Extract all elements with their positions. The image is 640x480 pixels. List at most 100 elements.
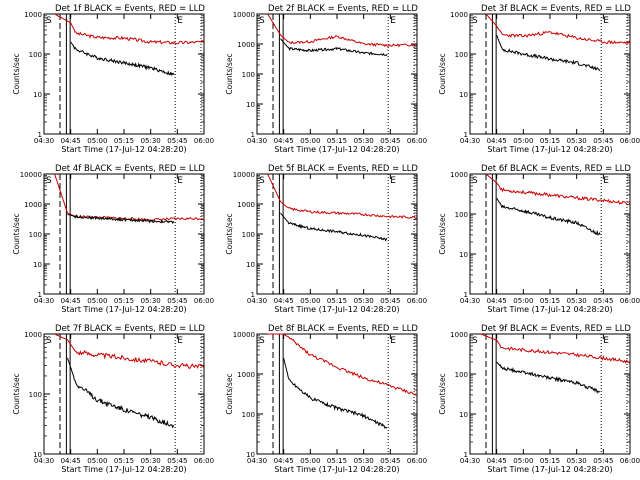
series-line [267,13,418,48]
x-tick-label: 05:30 [141,457,161,465]
y-tick-label: 100 [242,231,255,239]
y-tick-label: 10 [459,91,468,99]
x-tick-label: 06:00 [194,457,214,465]
series-line [496,361,601,394]
x-tick-label: 04:45 [61,297,81,305]
y-tick-label: 10000 [233,11,255,19]
x-tick-label: 06:00 [407,457,427,465]
series-line [283,357,388,429]
start-marker-label: S [259,176,265,186]
panel-title: Det 6f BLACK = Events, RED = LLD [481,164,631,174]
x-tick-label: 06:00 [620,137,640,145]
x-tick-label: 04:45 [61,137,81,145]
panel-title: Det 7f BLACK = Events, RED = LLD [55,324,205,334]
plot-frame [43,173,205,295]
y-tick-label: 100 [242,71,255,79]
end-marker-label: E [603,16,609,26]
x-axis-label: Start Time (17-Jul-12 04:28:20) [61,305,186,314]
x-tick-label: 04:30 [34,297,54,305]
start-marker-label: S [46,16,52,26]
x-tick-label: 04:30 [460,297,480,305]
x-tick-label: 06:00 [620,297,640,305]
x-axis-label: Start Time (17-Jul-12 04:28:20) [274,305,399,314]
x-tick-label: 05:00 [87,457,107,465]
chart-panel-5: Det 5f BLACK = Events, RED = LLD 1 10 100 10… [225,164,427,314]
end-marker-label: E [177,176,183,186]
x-tick-label: 05:00 [300,457,320,465]
chart-panel-8: Det 8f BLACK = Events, RED = LLD 10 100 100… [225,324,427,474]
y-tick-label: 1 [251,131,255,139]
series-line [267,333,417,395]
y-tick-label: 1000 [450,171,468,179]
start-marker-label: S [259,16,265,26]
series-line [280,38,388,56]
x-tick-label: 05:30 [354,297,374,305]
x-tick-label: 05:15 [327,297,347,305]
end-marker-label: E [390,16,396,26]
plot-frame [256,333,418,455]
x-tick-label: 04:45 [274,457,294,465]
series-line [67,357,175,429]
x-axis-label: Start Time (17-Jul-12 04:28:20) [61,145,186,154]
y-axis-label: Counts/sec [225,373,234,414]
x-tick-label: 05:45 [167,457,187,465]
chart-panel-7: Det 7f BLACK = Events, RED = LLD 10 100 100… [12,324,214,474]
x-tick-label: 05:15 [540,137,560,145]
y-tick-label: 1 [464,291,468,299]
y-tick-label: 1000 [24,11,42,19]
series-line [70,41,175,77]
x-tick-label: 05:30 [141,137,161,145]
x-axis-label: Start Time (17-Jul-12 04:28:20) [487,145,612,154]
x-tick-label: 05:15 [540,297,560,305]
x-tick-label: 06:00 [407,137,427,145]
x-tick-label: 05:15 [327,137,347,145]
x-tick-label: 05:30 [567,457,587,465]
series-line [54,333,205,370]
x-tick-label: 06:00 [194,137,214,145]
series-line [480,333,631,364]
y-tick-label: 100 [29,51,42,59]
x-tick-label: 04:30 [460,457,480,465]
chart-panel-1: Det 1f BLACK = Events, RED = LLD 1 10 100 10… [12,4,214,154]
y-tick-label: 10000 [20,171,42,179]
series-line [280,212,388,242]
x-tick-label: 04:30 [247,297,267,305]
x-tick-label: 05:00 [300,297,320,305]
y-axis-label: Counts/sec [225,53,234,94]
series-line [496,197,601,236]
start-marker-label: S [46,336,52,346]
x-tick-label: 05:15 [114,297,134,305]
series-line [54,13,205,45]
x-tick-label: 06:00 [407,297,427,305]
x-tick-label: 05:45 [593,137,613,145]
x-tick-label: 05:00 [87,137,107,145]
start-marker-label: S [472,176,478,186]
series-line [267,173,418,219]
y-tick-label: 1 [38,131,42,139]
start-marker-label: S [472,16,478,26]
start-marker-label: S [472,336,478,346]
x-tick-label: 04:45 [61,457,81,465]
series-line [67,213,175,225]
chart-panel-3: Det 3f BLACK = Events, RED = LLD 1 10 100 10… [438,4,640,154]
y-tick-label: 1 [38,291,42,299]
panel-title: Det 8f BLACK = Events, RED = LLD [268,324,418,334]
x-tick-label: 05:30 [567,297,587,305]
y-tick-label: 10 [459,251,468,259]
x-tick-label: 04:30 [34,457,54,465]
end-marker-label: E [177,336,183,346]
y-axis-label: Counts/sec [12,213,21,254]
y-tick-label: 1000 [450,11,468,19]
x-tick-label: 05:15 [114,457,134,465]
x-tick-label: 05:45 [593,297,613,305]
y-axis-label: Counts/sec [225,213,234,254]
y-tick-label: 1000 [237,371,255,379]
series-line [485,13,631,45]
y-tick-label: 10 [33,451,42,459]
x-tick-label: 05:15 [114,137,134,145]
x-tick-label: 05:45 [380,457,400,465]
start-marker-label: S [259,336,265,346]
plot-frame [43,13,205,135]
x-axis-label: Start Time (17-Jul-12 04:28:20) [61,465,186,474]
x-tick-label: 04:30 [247,137,267,145]
